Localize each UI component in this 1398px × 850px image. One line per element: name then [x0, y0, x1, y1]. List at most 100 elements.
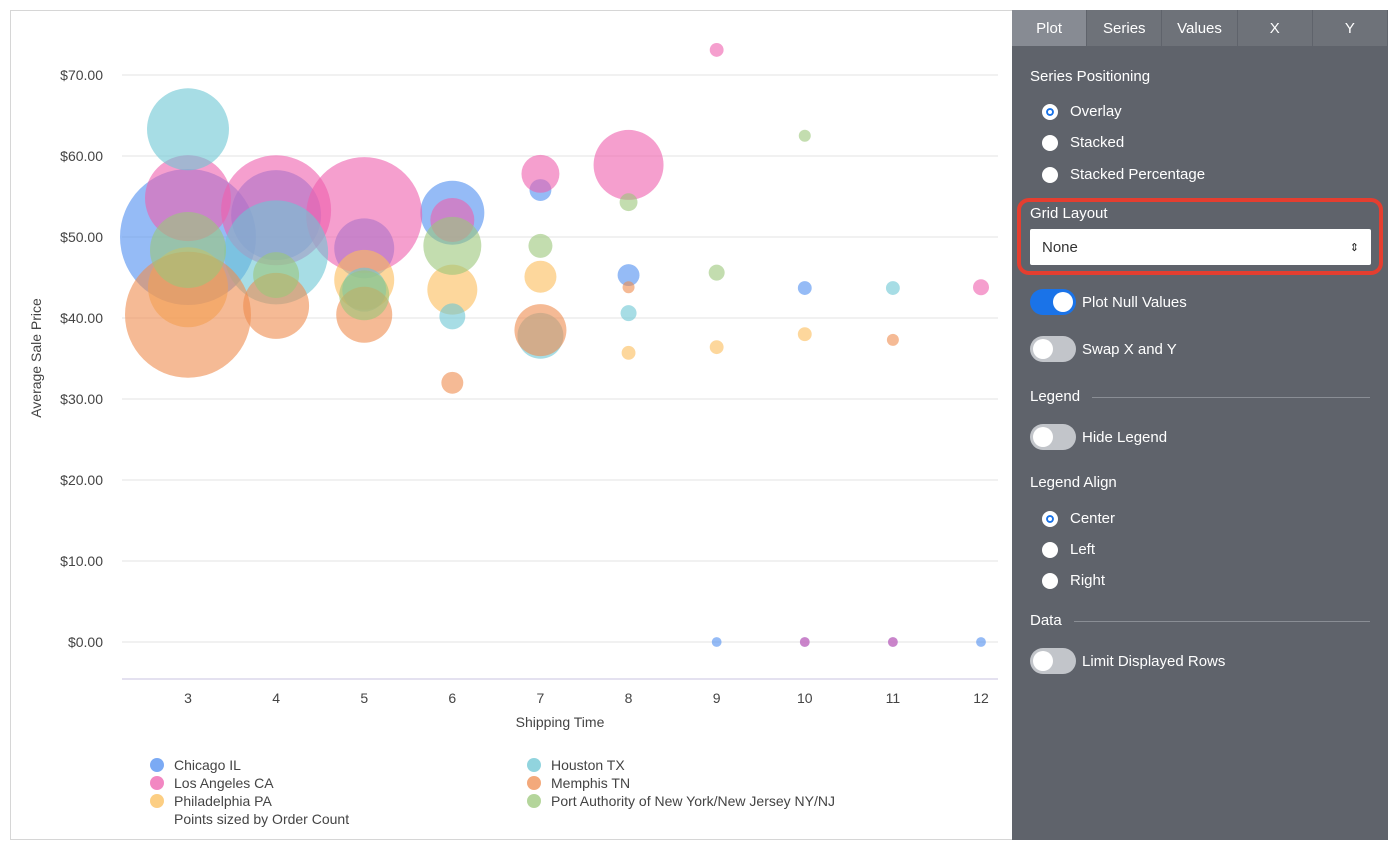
- legend-label: Memphis TN: [551, 775, 631, 791]
- legend-item-memphis[interactable]: Memphis TN: [527, 775, 630, 791]
- bubble-point: [427, 264, 478, 315]
- x-tick-label: 10: [797, 690, 813, 706]
- bubble-point: [799, 637, 810, 647]
- tab-y[interactable]: Y: [1313, 10, 1389, 46]
- bubble-point: [441, 371, 464, 394]
- y-tick-label: $50.00: [60, 229, 103, 245]
- series-positioning-label: Series Positioning: [1030, 68, 1151, 85]
- legend-swatch: [150, 758, 164, 772]
- bubble-point: [306, 157, 423, 274]
- bubble-point: [708, 264, 725, 281]
- legend-swatch: [150, 794, 164, 808]
- tab-plot[interactable]: Plot: [1012, 10, 1088, 46]
- radio-label: Left: [1070, 541, 1096, 558]
- radio-icon: [1042, 166, 1058, 183]
- y-tick-label: $30.00: [60, 391, 103, 407]
- radio-stacked[interactable]: Stacked: [1042, 134, 1124, 151]
- grid-layout-label: Grid Layout: [1030, 205, 1108, 222]
- x-axis-title: Shipping Time: [516, 714, 605, 730]
- y-axis-title: Average Sale Price: [28, 298, 44, 418]
- legend-align-label: Legend Align: [1030, 474, 1117, 491]
- x-tick-label: 8: [625, 690, 633, 706]
- swap-xy-toggle[interactable]: Swap X and Y: [1030, 336, 1177, 362]
- radio-label: Stacked: [1070, 134, 1125, 151]
- radio-center[interactable]: Center: [1042, 510, 1115, 527]
- limit-rows-toggle[interactable]: Limit Displayed Rows: [1030, 648, 1225, 674]
- grid-layout-select[interactable]: None ⇕: [1030, 229, 1371, 265]
- radio-label: Stacked Percentage: [1070, 166, 1206, 183]
- bubble-point: [622, 281, 635, 294]
- toggle-track: [1030, 336, 1076, 362]
- radio-selected-icon: [1042, 510, 1058, 527]
- legend-swatch: [150, 776, 164, 790]
- radio-left[interactable]: Left: [1042, 541, 1095, 558]
- bubble-point: [521, 154, 560, 193]
- x-tick-label: 12: [973, 690, 989, 706]
- bubble-point: [887, 637, 898, 647]
- bubble-point: [524, 260, 557, 293]
- legend-label: Philadelphia PA: [174, 793, 272, 809]
- toggle-label: Swap X and Y: [1082, 340, 1177, 358]
- tab-values[interactable]: Values: [1162, 10, 1238, 46]
- legend-item-houston[interactable]: Houston TX: [527, 757, 625, 773]
- highlight-box: [1017, 198, 1383, 275]
- legend-item-los-angeles[interactable]: Los Angeles CA: [150, 775, 274, 791]
- x-tick-label: 11: [886, 690, 901, 706]
- x-tick-label: 7: [537, 690, 545, 706]
- bubble-point: [528, 233, 553, 258]
- bubble-point: [147, 88, 229, 171]
- legend-item-chicago[interactable]: Chicago IL: [150, 757, 241, 773]
- radio-selected-icon: [1042, 103, 1058, 120]
- bubble-point: [709, 340, 724, 355]
- select-value: None: [1042, 238, 1078, 256]
- hide-legend-toggle[interactable]: Hide Legend: [1030, 424, 1167, 450]
- bubble-point: [439, 303, 466, 330]
- settings-tabs: Plot Series Values X Y: [1012, 10, 1389, 46]
- legend-item-ny-nj[interactable]: Port Authority of New York/New Jersey NY…: [527, 793, 835, 809]
- toggle-label: Plot Null Values: [1082, 293, 1187, 311]
- x-tick-label: 6: [448, 690, 456, 706]
- x-tick-label: 5: [360, 690, 368, 706]
- legend-item-philadelphia[interactable]: Philadelphia PA: [150, 793, 272, 809]
- toggle-label: Hide Legend: [1082, 428, 1168, 446]
- radio-overlay[interactable]: Overlay: [1042, 103, 1122, 120]
- legend-label: Port Authority of New York/New Jersey NY…: [551, 793, 835, 809]
- bubble-point: [885, 281, 900, 295]
- y-tick-label: $40.00: [60, 310, 103, 326]
- bubble-point: [798, 129, 811, 142]
- bubble-point: [617, 264, 640, 287]
- bubble-point: [620, 305, 637, 322]
- radio-label: Center: [1070, 510, 1116, 527]
- bubble-point: [150, 211, 226, 288]
- y-tick-label: $20.00: [60, 472, 103, 488]
- radio-right[interactable]: Right: [1042, 572, 1105, 589]
- toggle-label: Limit Displayed Rows: [1082, 652, 1226, 670]
- tab-series[interactable]: Series: [1087, 10, 1163, 46]
- y-tick-label: $10.00: [60, 553, 103, 569]
- bubble-point: [619, 193, 638, 212]
- settings-panel: Plot Series Values X Y Series Positionin…: [1012, 10, 1389, 840]
- radio-stacked-percentage[interactable]: Stacked Percentage: [1042, 166, 1205, 183]
- bubble-point: [886, 333, 899, 346]
- legend-swatch: [527, 758, 541, 772]
- bubble-point: [593, 129, 664, 200]
- radio-label: Overlay: [1070, 103, 1122, 120]
- select-updown-icon: ⇕: [1349, 241, 1359, 254]
- bubble-point: [339, 270, 390, 321]
- bubble-point: [797, 281, 812, 295]
- legend-swatch: [527, 794, 541, 808]
- data-section-label: Data: [1030, 612, 1062, 629]
- x-tick-label: 4: [272, 690, 280, 706]
- bubble-chart: $0.00 $10.00 $20.00 $30.00 $40.00 $50.00 $60.0…: [28, 42, 998, 730]
- toggle-track: [1030, 424, 1076, 450]
- plot-null-values-toggle[interactable]: Plot Null Values: [1030, 289, 1187, 315]
- radio-label: Right: [1070, 572, 1106, 589]
- bubble-point: [797, 327, 812, 342]
- legend-label: Los Angeles CA: [174, 775, 274, 791]
- y-tick-label: $70.00: [60, 67, 103, 83]
- toggle-track: [1030, 648, 1076, 674]
- bubble-point: [711, 637, 722, 647]
- radio-icon: [1042, 134, 1058, 151]
- legend-swatch: [527, 776, 541, 790]
- tab-x[interactable]: X: [1238, 10, 1313, 46]
